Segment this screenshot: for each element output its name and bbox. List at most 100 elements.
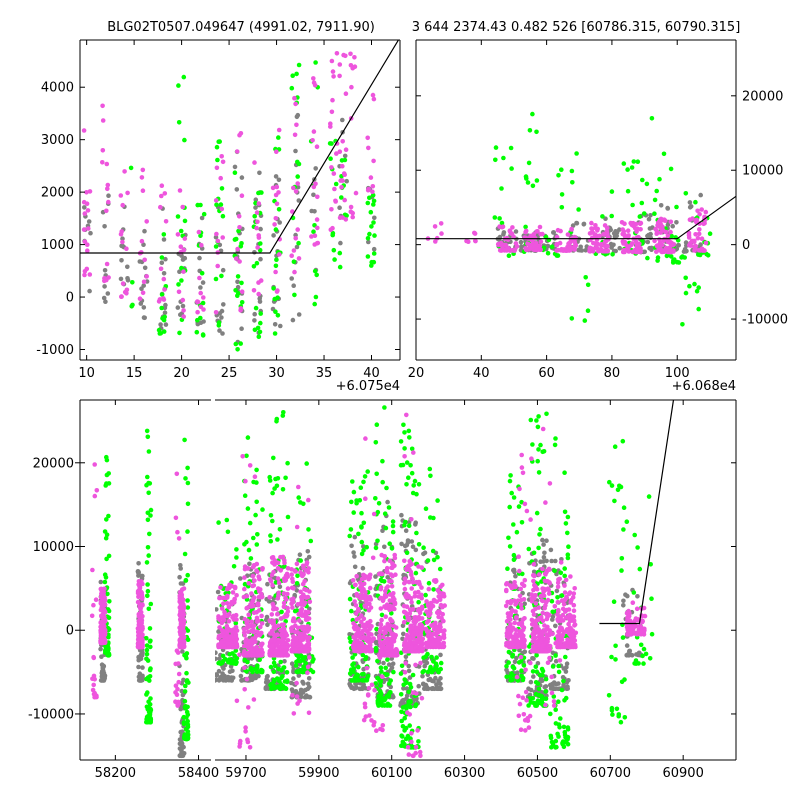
bottom-seg1-point bbox=[617, 484, 622, 489]
bottom-seg1-point bbox=[408, 705, 413, 710]
top_right-point bbox=[531, 184, 536, 189]
top_right-point bbox=[560, 248, 565, 253]
bottom-seg1-point bbox=[367, 602, 372, 607]
bottom-seg1-point bbox=[382, 696, 387, 701]
top_left-point bbox=[253, 205, 258, 210]
top_left-point bbox=[177, 331, 182, 336]
top_left-point bbox=[334, 182, 339, 187]
bottom-seg0-point bbox=[174, 683, 179, 688]
bottom-seg1-point bbox=[354, 574, 359, 579]
bottom-seg1-point bbox=[421, 682, 426, 687]
bottom-seg1-point bbox=[355, 672, 360, 677]
top_left-point bbox=[219, 315, 224, 320]
bottom-seg0-point bbox=[184, 671, 189, 676]
top_left-point bbox=[125, 191, 130, 196]
bottom-seg1-point bbox=[513, 574, 518, 579]
bottom-seg1-point bbox=[285, 592, 290, 597]
bottom-seg1-point bbox=[290, 625, 295, 630]
bottom-seg1-point bbox=[559, 571, 564, 576]
top_right-point bbox=[604, 239, 609, 244]
bottom-seg1-point bbox=[435, 498, 440, 503]
bottom-seg1-point bbox=[307, 676, 312, 681]
top-right-offset-label: +6.068e4 bbox=[672, 379, 736, 394]
bottom-seg1-point bbox=[648, 656, 653, 661]
bottom-seg1-point bbox=[301, 566, 306, 571]
bottom-seg0-point bbox=[180, 751, 185, 756]
bottom-seg1-point bbox=[278, 660, 283, 665]
top_left-point bbox=[176, 83, 181, 88]
top_left-point bbox=[201, 332, 206, 337]
bottom-seg1-point bbox=[360, 589, 365, 594]
bottom-seg1-point bbox=[411, 483, 416, 488]
bottom-seg0-point bbox=[103, 572, 108, 577]
bottom-seg1-point bbox=[251, 480, 256, 485]
top_right-point bbox=[526, 180, 531, 185]
bottom-seg0-point bbox=[148, 668, 153, 673]
bottom-seg0-point bbox=[139, 676, 144, 681]
bottom-seg1-point bbox=[639, 643, 644, 648]
bottom-seg1-point bbox=[414, 571, 419, 576]
top_left-point bbox=[332, 248, 337, 253]
top_left-point bbox=[333, 199, 338, 204]
bottom-seg0-point bbox=[138, 637, 143, 642]
top_left-point bbox=[217, 323, 222, 328]
bottom-seg0-point bbox=[106, 514, 111, 519]
top_right-point bbox=[509, 231, 514, 236]
top_left-point bbox=[158, 297, 163, 302]
top_left-point bbox=[352, 55, 357, 60]
top_left-point bbox=[277, 252, 282, 257]
top_left-point bbox=[340, 178, 345, 183]
top_left-point bbox=[329, 207, 334, 212]
top_left-point bbox=[257, 201, 262, 206]
top_left-point bbox=[88, 272, 93, 277]
bottom-seg0-point bbox=[183, 699, 188, 704]
bottom-seg1-point bbox=[214, 673, 219, 678]
top_left-point bbox=[276, 313, 281, 318]
bottom-seg0-point bbox=[186, 481, 191, 486]
top_left-point bbox=[106, 291, 111, 296]
bottom-seg0-point bbox=[147, 449, 152, 454]
top_left-point bbox=[366, 201, 371, 206]
bottom-seg1-point bbox=[519, 668, 524, 673]
bottom-seg0-point bbox=[100, 678, 105, 683]
bottom-seg1-point bbox=[373, 496, 378, 501]
bottom-seg1-point bbox=[529, 680, 534, 685]
bottom-seg1-point bbox=[230, 643, 235, 648]
top_left-point bbox=[119, 258, 124, 263]
bottom-seg1-point bbox=[536, 546, 541, 551]
top_left-point bbox=[255, 220, 260, 225]
top_left-point bbox=[236, 274, 241, 279]
top_left-point bbox=[312, 242, 317, 247]
top_left-point bbox=[292, 259, 297, 264]
bottom-seg0-point bbox=[177, 672, 182, 677]
top_right-point bbox=[554, 248, 559, 253]
bottom-seg0-point bbox=[145, 582, 150, 587]
bottom-seg1-point bbox=[424, 506, 429, 511]
top_left-point bbox=[257, 235, 262, 240]
top_right-point bbox=[578, 245, 583, 250]
bottom-seg1-point bbox=[623, 715, 628, 720]
bottom-seg0-point bbox=[104, 536, 109, 541]
top_right-point bbox=[636, 159, 641, 164]
bottom-seg1-point bbox=[358, 631, 363, 636]
bottom-seg1-point bbox=[625, 594, 630, 599]
bottom-seg1-point bbox=[368, 627, 373, 632]
bottom-seg1-point bbox=[268, 533, 273, 538]
top_left-point bbox=[328, 121, 333, 126]
top_left-point bbox=[202, 212, 207, 217]
bottom-seg1-point bbox=[414, 531, 419, 536]
top_right-point bbox=[693, 200, 698, 205]
bottom-seg1-point bbox=[305, 639, 310, 644]
bottom-seg1-point bbox=[417, 482, 422, 487]
top_left-point bbox=[162, 287, 167, 292]
top_left-point bbox=[221, 160, 226, 165]
top_left-point bbox=[201, 280, 206, 285]
bottom-seg1-point bbox=[622, 677, 627, 682]
top_right-point bbox=[595, 237, 600, 242]
top-left-ytick-label: 0 bbox=[66, 291, 74, 306]
bottom-seg1-point bbox=[252, 578, 257, 583]
bottom-seg1-point bbox=[414, 702, 419, 707]
bottom-seg0-point bbox=[149, 602, 154, 607]
top_left-point bbox=[214, 232, 219, 237]
bottom-seg0-point bbox=[180, 618, 185, 623]
